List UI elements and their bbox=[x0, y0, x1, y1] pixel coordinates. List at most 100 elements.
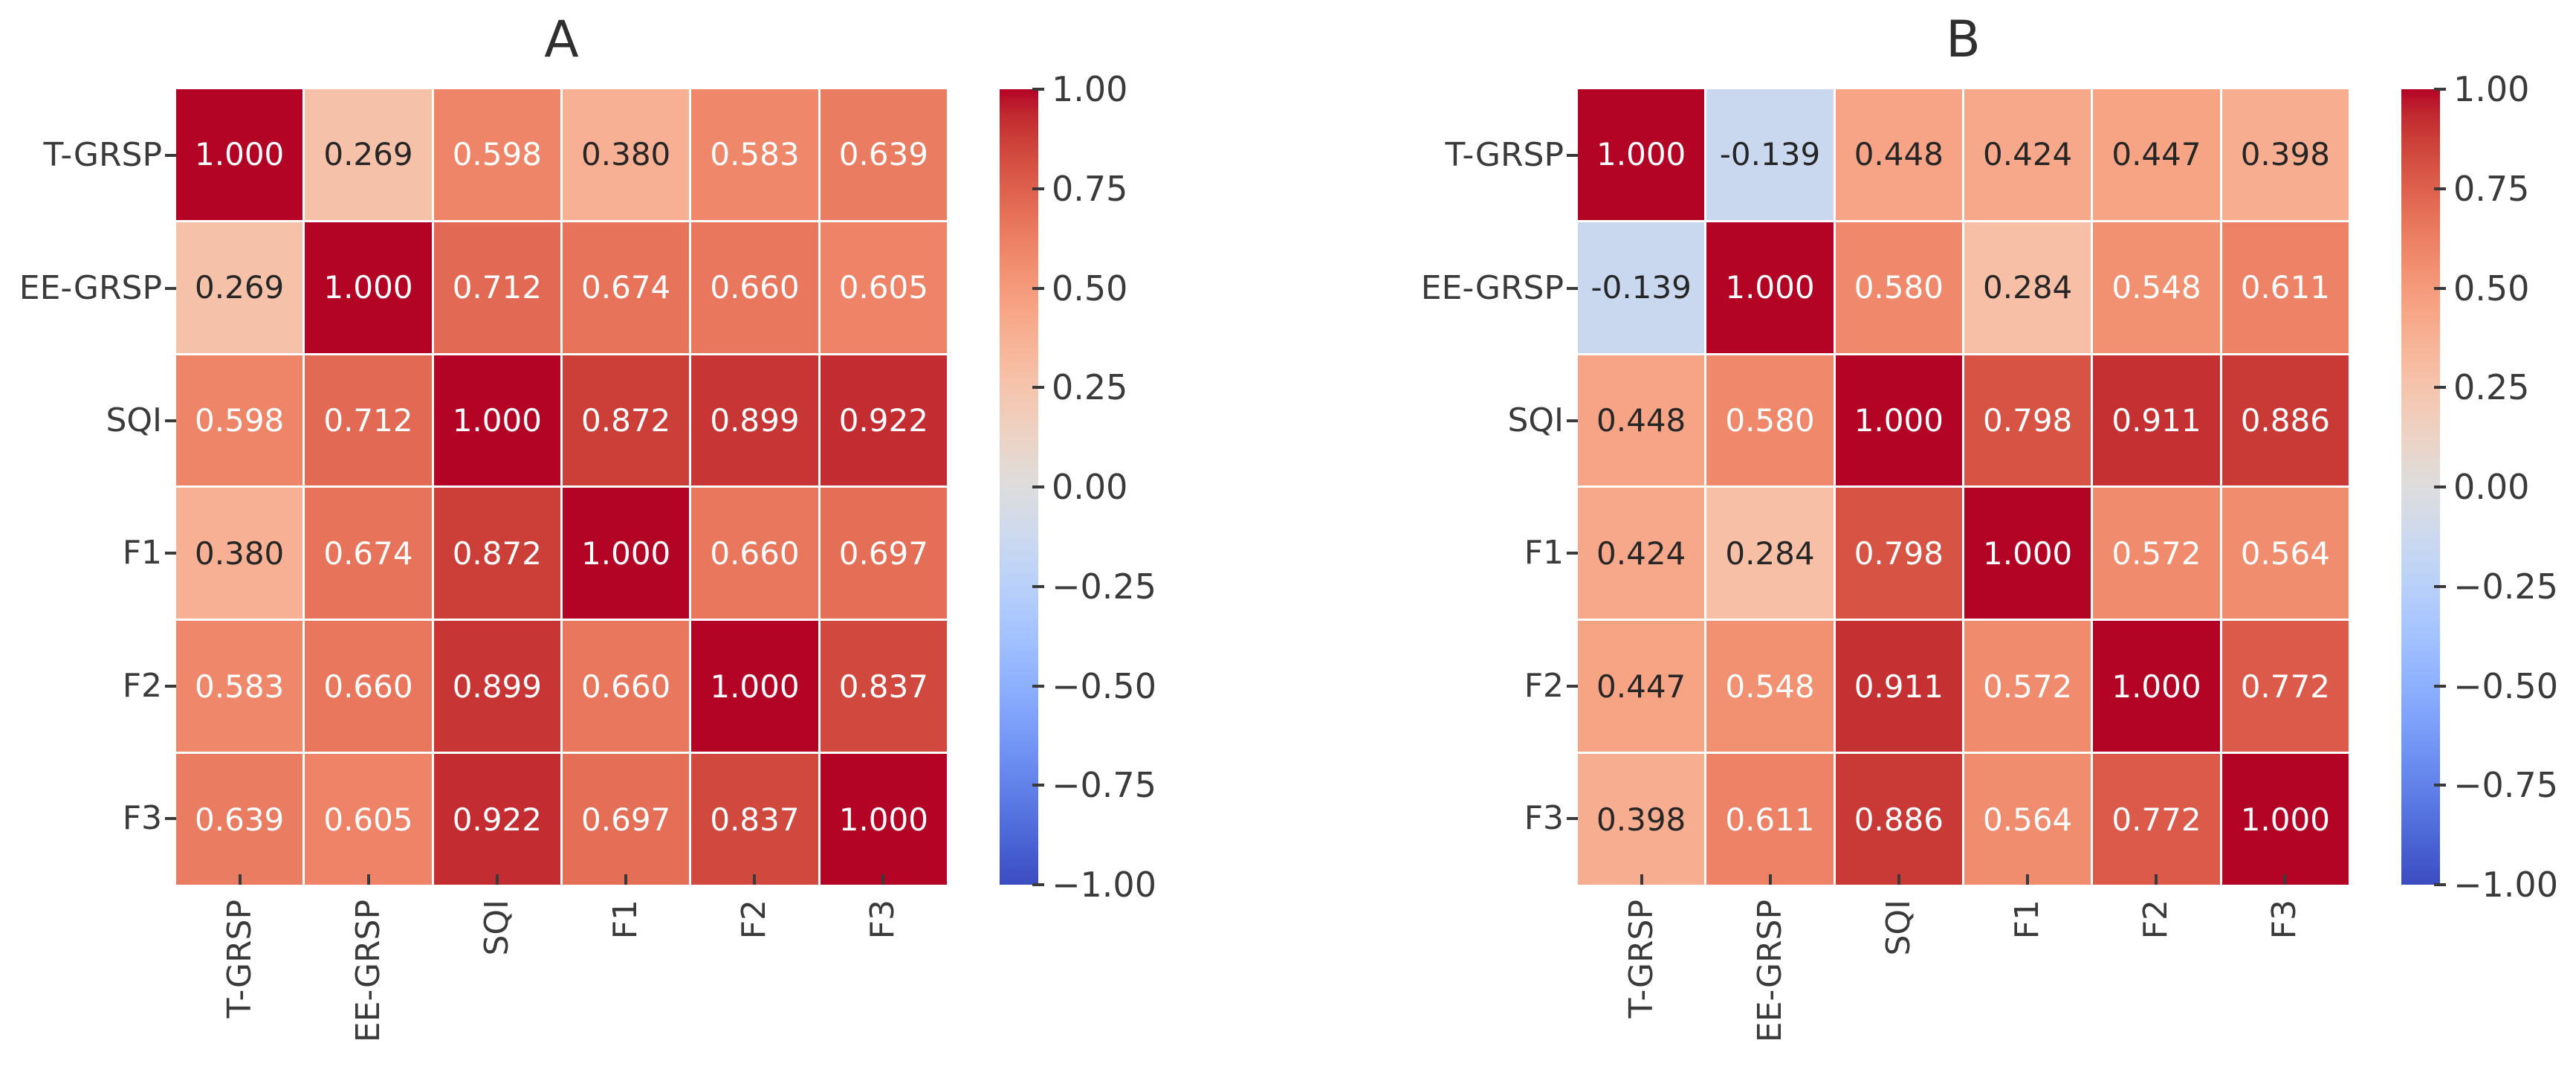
colorbar-tick-label: −1.00 bbox=[1052, 865, 1156, 905]
heatmap-cell: 0.798 bbox=[1835, 488, 1962, 619]
y-axis-label: F1 bbox=[122, 534, 162, 572]
heatmap-cell: 0.712 bbox=[433, 222, 560, 353]
x-axis-label: F3 bbox=[2265, 900, 2303, 940]
x-axis-label: EE-GRSP bbox=[349, 900, 388, 1043]
colorbar bbox=[2401, 89, 2440, 885]
heatmap-cell: 0.611 bbox=[2221, 222, 2349, 353]
colorbar-tick-label: 1.00 bbox=[1052, 69, 1128, 109]
heatmap-cell: 0.772 bbox=[2221, 621, 2349, 752]
colorbar-tick-label: 0.75 bbox=[1052, 168, 1128, 209]
colorbar-tick-label: −0.50 bbox=[1052, 665, 1156, 706]
colorbar-tick-label: 0.25 bbox=[1052, 367, 1128, 408]
panel-B: B 1.000 -0.139 0.448 0.424 0.447 0.398 -0.139 1… bbox=[1402, 0, 2576, 1065]
y-tick bbox=[165, 419, 176, 422]
heatmap-cell: 1.000 bbox=[1964, 488, 2091, 619]
heatmap-cell: 0.605 bbox=[820, 222, 947, 353]
y-tick bbox=[1567, 154, 1578, 158]
heatmap-cell: 0.611 bbox=[1706, 754, 1834, 885]
heatmap-cell: 0.837 bbox=[691, 754, 818, 885]
heatmap-cell: 0.598 bbox=[433, 89, 560, 220]
y-axis-label: SQI bbox=[1507, 401, 1564, 439]
x-tick bbox=[881, 874, 884, 885]
colorbar bbox=[1000, 89, 1038, 885]
x-tick bbox=[1897, 874, 1901, 885]
heatmap-cell: 0.580 bbox=[1835, 222, 1962, 353]
heatmap-cell: -0.139 bbox=[1578, 222, 1705, 353]
x-axis-label: SQI bbox=[478, 900, 517, 956]
y-axis-label: EE-GRSP bbox=[19, 268, 162, 307]
heatmap-cell: 0.572 bbox=[1964, 621, 2091, 752]
colorbar-tick-label: −1.00 bbox=[2453, 865, 2558, 905]
heatmap-cell: 1.000 bbox=[433, 355, 560, 486]
heatmap-cell: 0.548 bbox=[1706, 621, 1834, 752]
colorbar-tick bbox=[1032, 784, 1044, 787]
x-tick bbox=[1640, 874, 1644, 885]
heatmap-cell: 0.284 bbox=[1964, 222, 2091, 353]
heatmap-cell: 0.572 bbox=[2093, 488, 2220, 619]
colorbar-tick bbox=[2434, 88, 2446, 91]
heatmap-cell: 0.583 bbox=[691, 89, 818, 220]
heatmap-cell: 0.639 bbox=[820, 89, 947, 220]
heatmap-grid: 1.000 -0.139 0.448 0.424 0.447 0.398 -0.139 1.0… bbox=[1578, 89, 2349, 885]
heatmap-cell: 1.000 bbox=[1835, 355, 1962, 486]
x-axis-label: SQI bbox=[1880, 900, 1918, 956]
heatmap-cell: 0.448 bbox=[1578, 355, 1705, 486]
heatmap-cell: 0.674 bbox=[562, 222, 690, 353]
heatmap-cell: 0.269 bbox=[176, 222, 303, 353]
x-axis-label: F3 bbox=[863, 900, 902, 940]
colorbar-tick bbox=[1032, 485, 1044, 488]
colorbar-tick-label: −0.75 bbox=[2453, 765, 2558, 806]
heatmap-cell: 0.447 bbox=[1578, 621, 1705, 752]
colorbar-tick-label: −0.50 bbox=[2453, 665, 2558, 706]
colorbar-tick-label: 0.25 bbox=[2453, 367, 2530, 408]
heatmap-cell: 0.424 bbox=[1578, 488, 1705, 619]
y-axis-label: SQI bbox=[106, 401, 162, 439]
heatmap-cell: 0.605 bbox=[305, 754, 432, 885]
heatmap-cell: 0.886 bbox=[1835, 754, 1962, 885]
heatmap-cell: 0.380 bbox=[176, 488, 303, 619]
y-tick bbox=[1567, 286, 1578, 290]
panel-title: A bbox=[544, 10, 579, 69]
heatmap-cell: 1.000 bbox=[562, 488, 690, 619]
y-axis-label: T-GRSP bbox=[43, 136, 162, 175]
heatmap-cell: 0.798 bbox=[1964, 355, 2091, 486]
y-axis-label: T-GRSP bbox=[1445, 136, 1564, 175]
colorbar-tick bbox=[1032, 584, 1044, 588]
x-tick bbox=[496, 874, 499, 885]
heatmap-cell: 0.922 bbox=[433, 754, 560, 885]
colorbar-tick bbox=[1032, 883, 1044, 886]
heatmap-cell: 0.660 bbox=[691, 222, 818, 353]
y-axis-label: F3 bbox=[1524, 798, 1564, 837]
y-tick bbox=[1567, 816, 1578, 820]
heatmap-cell: 0.639 bbox=[176, 754, 303, 885]
colorbar-tick-label: 1.00 bbox=[2453, 69, 2530, 109]
heatmap-cell: 1.000 bbox=[691, 621, 818, 752]
y-axis-label: F3 bbox=[122, 798, 162, 837]
heatmap-cell: 1.000 bbox=[305, 222, 432, 353]
colorbar-tick bbox=[2434, 684, 2446, 688]
y-tick bbox=[165, 684, 176, 688]
colorbar-tick bbox=[2434, 386, 2446, 390]
heatmap-cell: 0.583 bbox=[176, 621, 303, 752]
y-axis-label: EE-GRSP bbox=[1420, 268, 1564, 307]
heatmap-cell: 0.564 bbox=[2221, 488, 2349, 619]
x-tick bbox=[367, 874, 371, 885]
heatmap-cell: 0.899 bbox=[433, 621, 560, 752]
y-axis-label: F2 bbox=[122, 666, 162, 705]
x-axis-label: T-GRSP bbox=[1622, 900, 1661, 1019]
heatmap-cell: 0.772 bbox=[2093, 754, 2220, 885]
heatmap-cell: 0.886 bbox=[2221, 355, 2349, 486]
heatmap-grid: 1.000 0.269 0.598 0.380 0.583 0.639 0.269 1.000… bbox=[176, 89, 947, 885]
y-tick bbox=[1567, 552, 1578, 555]
y-tick bbox=[165, 286, 176, 290]
colorbar-tick-label: 0.50 bbox=[2453, 268, 2530, 309]
x-tick bbox=[2025, 874, 2029, 885]
heatmap-cell: 1.000 bbox=[176, 89, 303, 220]
colorbar-tick bbox=[2434, 784, 2446, 787]
x-axis-label: T-GRSP bbox=[221, 900, 259, 1019]
colorbar-tick-label: −0.75 bbox=[1052, 765, 1156, 806]
colorbar-tick-label: −0.25 bbox=[2453, 566, 2558, 607]
heatmap-cell: 0.447 bbox=[2093, 89, 2220, 220]
y-tick bbox=[165, 816, 176, 820]
